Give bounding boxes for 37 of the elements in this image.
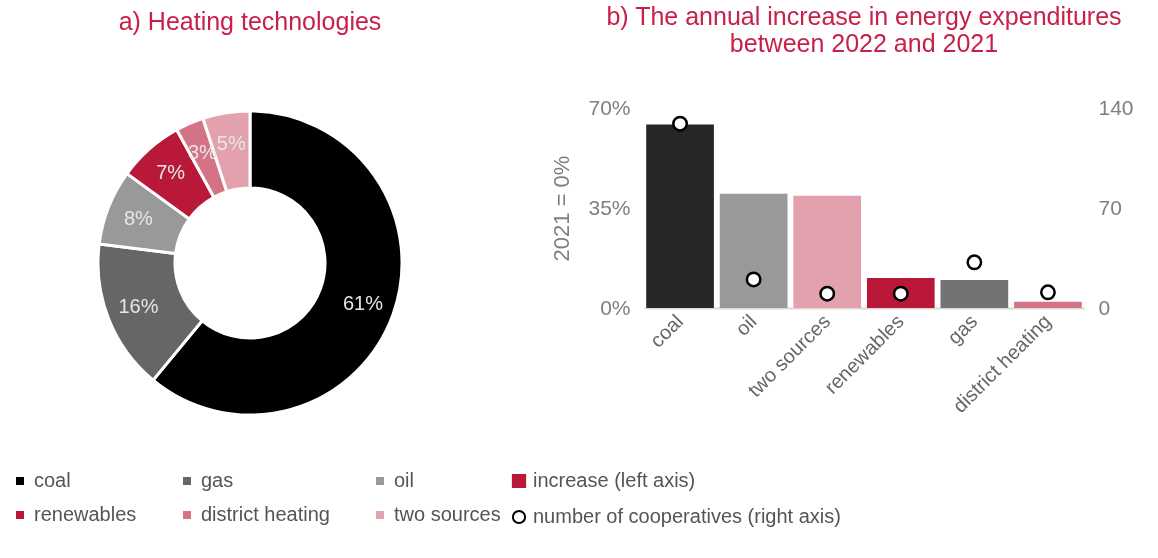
data-label: 16% <box>118 295 159 318</box>
legend-label: number of cooperatives (right axis) <box>533 505 841 527</box>
legend-label: increase (left axis) <box>533 469 696 491</box>
point <box>892 285 909 302</box>
y2-tick-label: 70 <box>1098 195 1122 219</box>
bar <box>1014 301 1082 308</box>
legend-label: district heating <box>201 503 330 525</box>
x-tick-label: coal <box>645 310 688 352</box>
y-tick-label: 35% <box>588 195 631 219</box>
legend-label: oil <box>394 469 415 491</box>
y-tick-label: 0% <box>600 295 631 319</box>
legend-label: gas <box>201 469 234 491</box>
chart-title: b) The annual increase in energy expenditures between 2022 and 2021 <box>606 2 1122 57</box>
y-tick-label: 70% <box>588 95 631 119</box>
bar <box>646 124 714 308</box>
y-axis-title: 2021 = 0% <box>549 155 575 262</box>
bar <box>793 195 862 308</box>
x-tick-label: oil <box>730 310 761 340</box>
data-label: 5% <box>216 132 246 155</box>
bar <box>866 278 935 308</box>
chart-title: a) Heating technologies <box>118 7 382 35</box>
legend-label: two sources <box>394 503 501 525</box>
point <box>745 271 762 288</box>
point <box>1039 284 1056 301</box>
bar <box>940 280 1009 308</box>
point <box>819 285 836 302</box>
data-label: 61% <box>342 291 384 314</box>
y2-tick-label: 140 <box>1098 95 1134 119</box>
y2-tick-label: 0 <box>1098 295 1111 319</box>
data-label: 8% <box>123 206 154 229</box>
legend-label: renewables <box>34 503 137 525</box>
legend-label: coal <box>34 469 71 491</box>
data-label: 7% <box>156 160 186 183</box>
point <box>966 254 983 271</box>
x-tick-label: gas <box>943 310 982 349</box>
point <box>672 115 689 132</box>
bar <box>719 193 788 308</box>
